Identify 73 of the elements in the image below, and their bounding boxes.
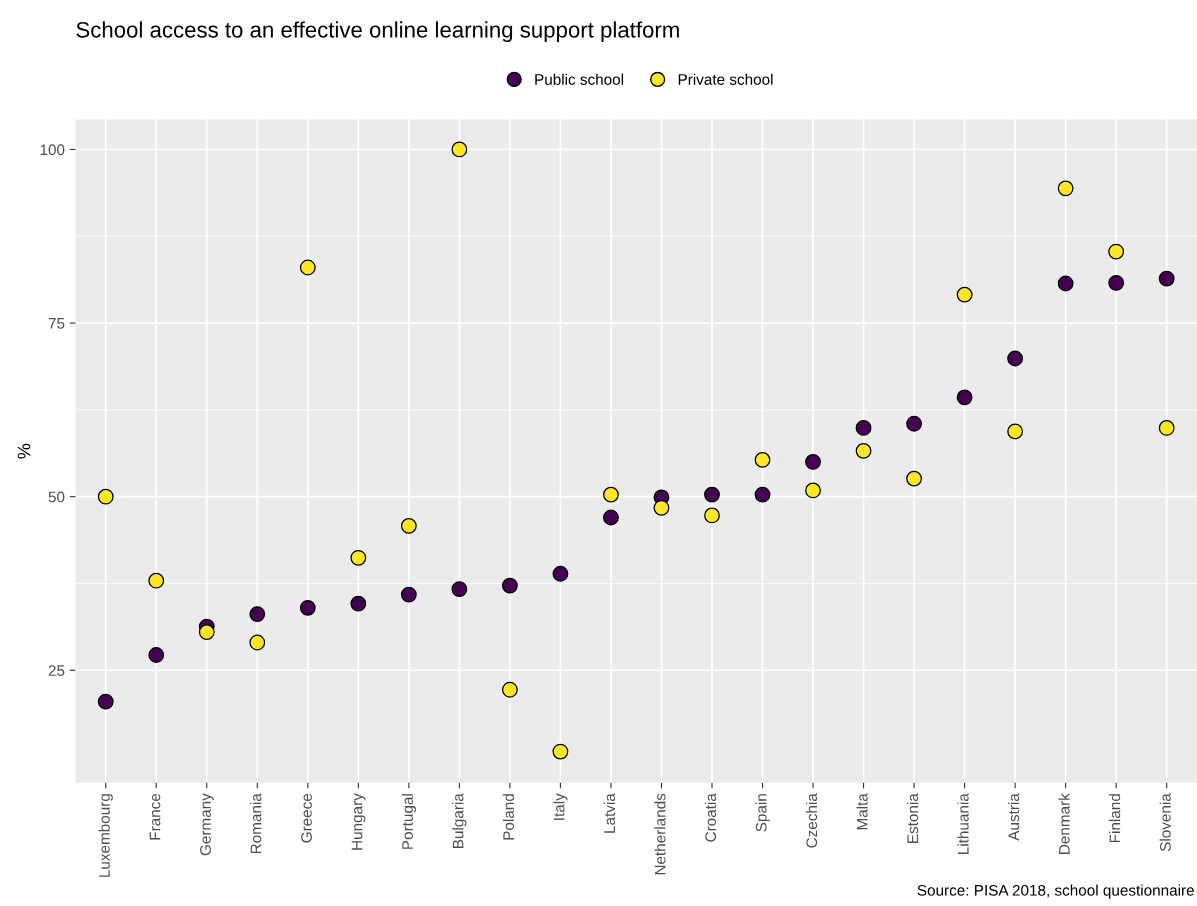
chart-title: School access to an effective online learning support platform xyxy=(76,21,679,43)
point xyxy=(855,442,872,459)
x-tick-label: Greece xyxy=(301,793,312,843)
point xyxy=(350,549,367,566)
point xyxy=(148,647,165,663)
source-note: Source: PISA 2018, school questionnaire xyxy=(917,884,1194,899)
point xyxy=(148,572,165,589)
y-tick-label: 75 xyxy=(48,318,65,329)
x-tick-label: Malta xyxy=(856,793,868,830)
x-tick-label: Netherlands xyxy=(654,793,666,875)
x-tick-label: Luxembourg xyxy=(98,794,113,877)
point xyxy=(501,577,518,594)
point xyxy=(1108,243,1125,260)
y-axis-title: % xyxy=(17,443,31,459)
y-tick-label: 25 xyxy=(48,665,65,676)
x-tick-label: Czechia xyxy=(805,793,818,848)
point xyxy=(1158,420,1175,436)
point xyxy=(299,599,316,616)
point xyxy=(299,259,316,276)
x-tick-label: Romania xyxy=(250,793,262,854)
x-tick-label: Latvia xyxy=(603,793,616,833)
x-tick-label: France xyxy=(149,793,161,840)
point xyxy=(1057,180,1074,197)
point xyxy=(805,454,821,470)
point xyxy=(1057,275,1074,292)
point xyxy=(400,517,417,534)
x-tick-label: Spain xyxy=(755,794,770,832)
point xyxy=(400,586,417,603)
point xyxy=(1007,350,1024,367)
x-tick-label: Germany xyxy=(200,793,214,856)
point xyxy=(704,507,720,524)
point xyxy=(754,451,771,468)
x-tick-label: Croatia xyxy=(704,793,717,842)
point xyxy=(956,389,973,406)
x-tick-label: Austria xyxy=(1008,793,1020,841)
x-tick-label: Lithuania xyxy=(957,793,969,854)
point xyxy=(754,486,771,503)
legend-label: Public school xyxy=(535,73,624,85)
point xyxy=(1007,423,1024,440)
point xyxy=(704,486,720,503)
point xyxy=(451,141,468,158)
x-tick-label: Poland xyxy=(502,794,514,840)
x-tick-label: Italy xyxy=(553,793,568,820)
point xyxy=(653,499,670,516)
legend-label: Private school xyxy=(678,73,773,85)
y-tick-label: 50 xyxy=(48,491,65,503)
point xyxy=(198,624,215,640)
x-tick-label: Slovenia xyxy=(1159,793,1171,852)
x-tick-label: Bulgaria xyxy=(452,793,467,848)
x-tick-label: Finland xyxy=(1109,794,1121,843)
x-tick-label: Denmark xyxy=(1058,793,1070,854)
point xyxy=(805,482,821,499)
point xyxy=(552,565,569,582)
point xyxy=(1108,274,1125,291)
point xyxy=(552,743,569,760)
x-tick-label: Hungary xyxy=(351,793,366,850)
point xyxy=(906,415,922,432)
point xyxy=(97,693,114,710)
point xyxy=(603,509,619,526)
point xyxy=(603,486,619,503)
point xyxy=(451,581,468,597)
x-tick-label: Portugal xyxy=(401,794,416,849)
point xyxy=(501,681,518,698)
point xyxy=(956,286,973,303)
y-tick-label: 100 xyxy=(40,144,65,156)
point xyxy=(1158,270,1175,287)
point xyxy=(249,634,266,651)
point xyxy=(906,470,922,487)
point xyxy=(855,420,872,436)
x-tick-label: Estonia xyxy=(906,793,919,843)
point xyxy=(97,488,114,505)
point xyxy=(350,595,367,612)
point xyxy=(249,606,266,622)
